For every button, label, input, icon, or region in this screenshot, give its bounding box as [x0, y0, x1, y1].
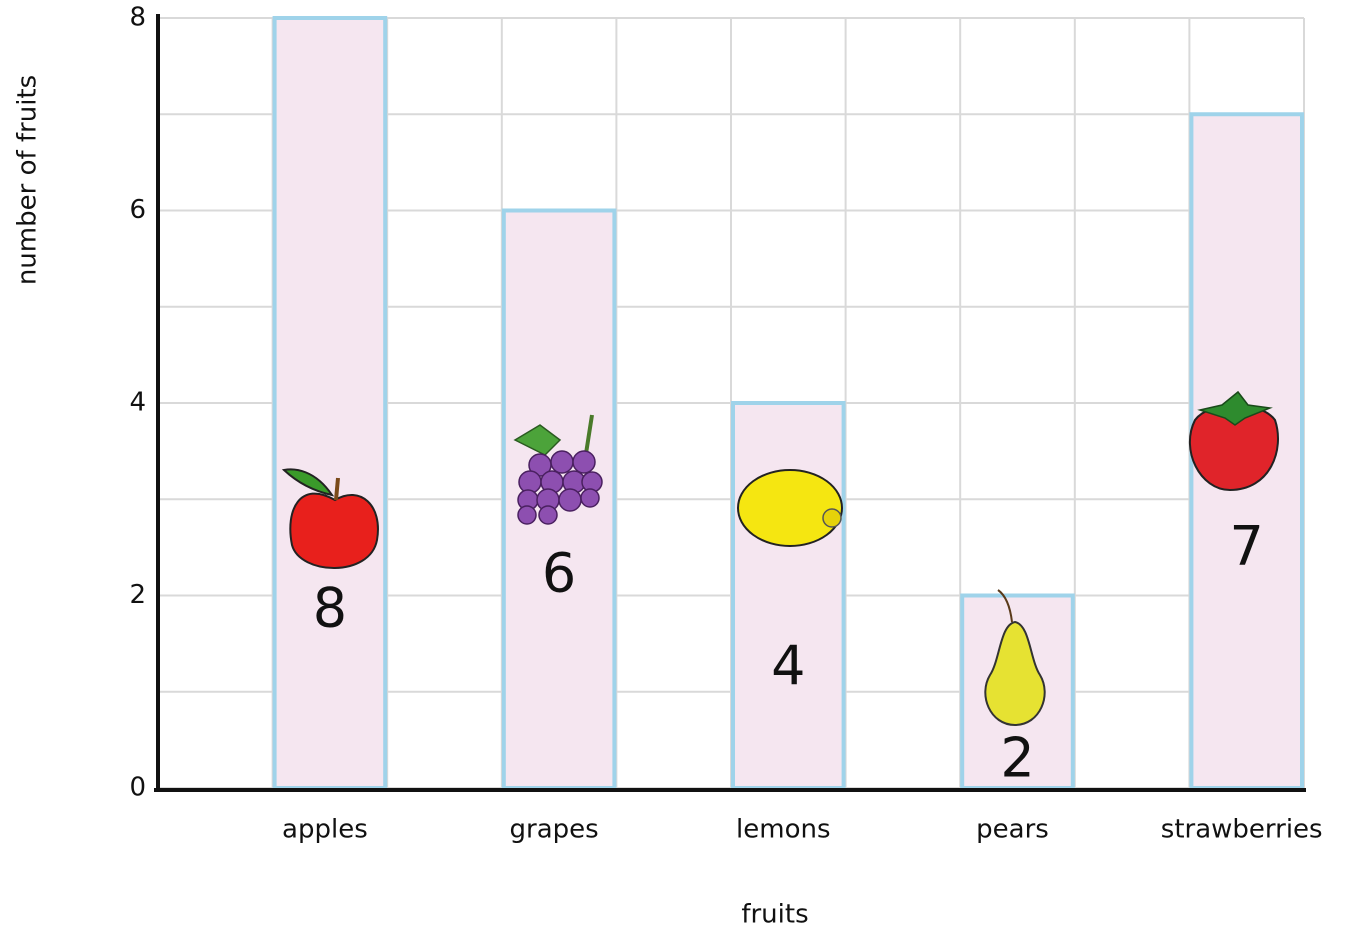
x-tick-label: grapes: [510, 815, 599, 845]
x-tick-label: pears: [976, 815, 1049, 845]
strawberry-icon: [1189, 390, 1279, 492]
apple-icon: [281, 468, 379, 569]
x-tick-label: strawberries: [1161, 815, 1323, 845]
bar: [272, 16, 388, 790]
value-label: 7: [1230, 515, 1264, 578]
y-tick-label: 2: [129, 580, 146, 610]
x-tick-label: lemons: [736, 815, 830, 845]
x-axis-title: fruits: [741, 900, 808, 930]
axes: 0 2 4 6 8 apples 8 grapes 6 lemons 4 pears 2 strawber…: [129, 3, 1322, 845]
pear-icon: [984, 589, 1046, 727]
fruit-icons: [281, 390, 1279, 727]
value-label: 4: [771, 635, 805, 698]
y-tick-label: 0: [129, 773, 146, 803]
y-tick-label: 4: [129, 388, 146, 418]
value-label: 6: [542, 542, 576, 605]
y-tick-label: 8: [129, 3, 146, 33]
grapes-icon: [513, 414, 603, 525]
y-tick-label: 6: [129, 195, 146, 225]
value-label: 8: [313, 577, 347, 640]
x-tick-label: apples: [282, 815, 368, 845]
lemon-icon: [737, 469, 843, 547]
value-label: 2: [1000, 727, 1034, 790]
y-axis-title: number of fruits: [13, 75, 43, 285]
bar: [731, 401, 846, 790]
